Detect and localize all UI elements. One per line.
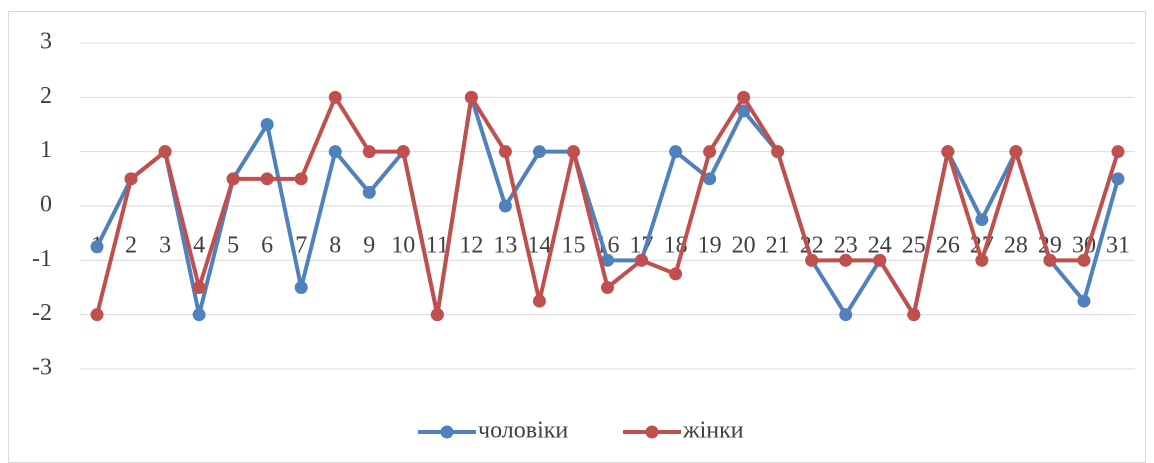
point (226, 172, 240, 186)
x-tick-label: 13 (493, 233, 517, 259)
point (975, 253, 989, 267)
point (1043, 253, 1057, 267)
point (737, 104, 751, 118)
y-tick-label: 1 (40, 137, 52, 163)
point (839, 253, 853, 267)
legend-label: жінки (682, 418, 744, 444)
x-tick-label: 31 (1106, 233, 1130, 259)
point (498, 199, 512, 213)
point (703, 145, 717, 159)
point (703, 172, 717, 186)
x-tick-label: 28 (1004, 233, 1028, 259)
x-tick-label: 11 (426, 233, 449, 259)
point (362, 185, 376, 199)
point (1111, 145, 1125, 159)
point (907, 308, 921, 322)
x-tick-label: 5 (227, 233, 239, 259)
chart-border (8, 11, 1146, 463)
point (464, 90, 478, 104)
x-tick-label: 10 (391, 233, 415, 259)
point (635, 253, 649, 267)
point (532, 294, 546, 308)
point (941, 145, 955, 159)
point (260, 172, 274, 186)
point (532, 145, 546, 159)
x-tick-label: 2 (125, 233, 137, 259)
legend-marker (645, 425, 659, 439)
point (1077, 253, 1091, 267)
x-tick-label: 8 (329, 233, 341, 259)
point (601, 281, 614, 294)
point (737, 90, 751, 104)
y-tick-label: -1 (32, 246, 52, 272)
point (669, 145, 683, 159)
point (805, 253, 819, 267)
x-tick-label: 19 (698, 233, 722, 259)
point (294, 281, 308, 294)
point (90, 240, 104, 254)
point (601, 253, 614, 267)
x-tick-label: 9 (363, 233, 375, 259)
x-tick-label: 20 (732, 233, 756, 259)
point (566, 145, 580, 159)
point (498, 145, 512, 159)
point (975, 213, 989, 227)
y-tick-label: 2 (40, 83, 52, 109)
point (294, 172, 308, 186)
x-tick-label: 25 (902, 233, 926, 259)
point (1009, 145, 1023, 159)
point (873, 253, 887, 267)
x-tick-label: 7 (295, 233, 307, 259)
point (396, 145, 410, 159)
point (839, 308, 853, 322)
x-tick-label: 6 (261, 233, 273, 259)
point (124, 172, 138, 186)
point (192, 281, 206, 294)
x-tick-label: 4 (193, 233, 205, 259)
legend-marker (440, 425, 454, 439)
x-tick-label: 12 (459, 233, 483, 259)
point (430, 308, 444, 322)
y-tick-label: -2 (32, 300, 52, 326)
y-tick-label: -3 (32, 355, 52, 381)
point (90, 308, 104, 322)
point (158, 145, 172, 159)
x-tick-label: 14 (527, 233, 551, 259)
point (771, 145, 785, 159)
y-tick-label: 3 (40, 29, 52, 55)
x-tick-label: 21 (766, 233, 790, 259)
x-tick-label: 26 (936, 233, 960, 259)
point (328, 145, 342, 159)
y-tick-label: 0 (40, 192, 52, 218)
x-tick-label: 15 (561, 233, 585, 259)
point (1111, 172, 1125, 186)
legend-label: чоловіки (478, 418, 568, 444)
point (192, 308, 206, 322)
point (362, 145, 376, 159)
point (260, 118, 274, 131)
point (669, 267, 683, 281)
point (328, 90, 342, 104)
x-tick-label: 3 (159, 233, 171, 259)
point (1077, 294, 1091, 308)
